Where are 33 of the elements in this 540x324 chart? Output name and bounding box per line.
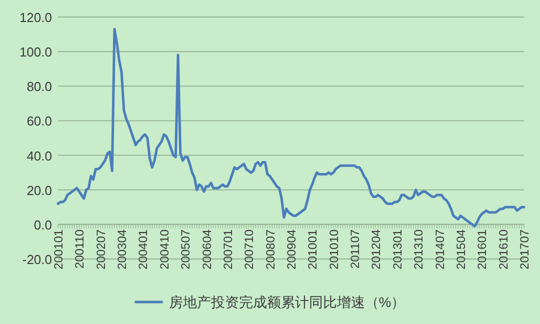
x-tick-label: 200701 — [220, 229, 235, 270]
y-tick-label: 40.0 — [26, 148, 52, 164]
line-series — [56, 28, 526, 228]
x-tick-label: 200101 — [52, 229, 66, 270]
x-tick-label: 200207 — [94, 229, 108, 270]
y-tick-label: 80.0 — [26, 79, 52, 94]
x-tick-label: 200807 — [263, 229, 278, 270]
y-tick-label: 60.0 — [26, 114, 52, 129]
y-tick-label: 20.0 — [26, 182, 52, 198]
y-tick-label: 100.0 — [19, 44, 52, 60]
legend-label: 房地产投资完成额累计同比增速（%） — [168, 294, 406, 310]
x-tick-label: 201107 — [348, 229, 362, 269]
x-tick-label: 200410 — [157, 229, 172, 270]
x-tick-label: 200604 — [200, 229, 214, 270]
y-tick-label: 120.0 — [19, 10, 52, 25]
x-tick-label: 201001 — [306, 229, 320, 270]
x-tick-label: 200710 — [242, 229, 256, 270]
x-tick-label: 201707 — [518, 229, 532, 270]
x-tick-label: 200304 — [115, 229, 130, 270]
x-tick-label: 201601 — [475, 229, 490, 270]
x-tick-label: 201407 — [432, 229, 447, 270]
x-tick-label: 201204 — [369, 229, 384, 270]
x-tick-label: 201010 — [326, 229, 341, 270]
x-tick-label: 201504 — [454, 229, 468, 270]
x-tick-label: 201310 — [412, 229, 426, 270]
y-tick-label: -20.0 — [22, 252, 52, 267]
y-tick-label: 0.0 — [34, 217, 52, 232]
x-tick-label: 200904 — [284, 229, 298, 270]
x-tick-label: 201301 — [390, 229, 404, 270]
x-tick-label: 200110 — [72, 229, 87, 269]
x-tick-label: 200401 — [136, 229, 150, 270]
x-tick-label: 200507 — [178, 229, 193, 270]
x-tick-label: 201610 — [496, 229, 510, 270]
